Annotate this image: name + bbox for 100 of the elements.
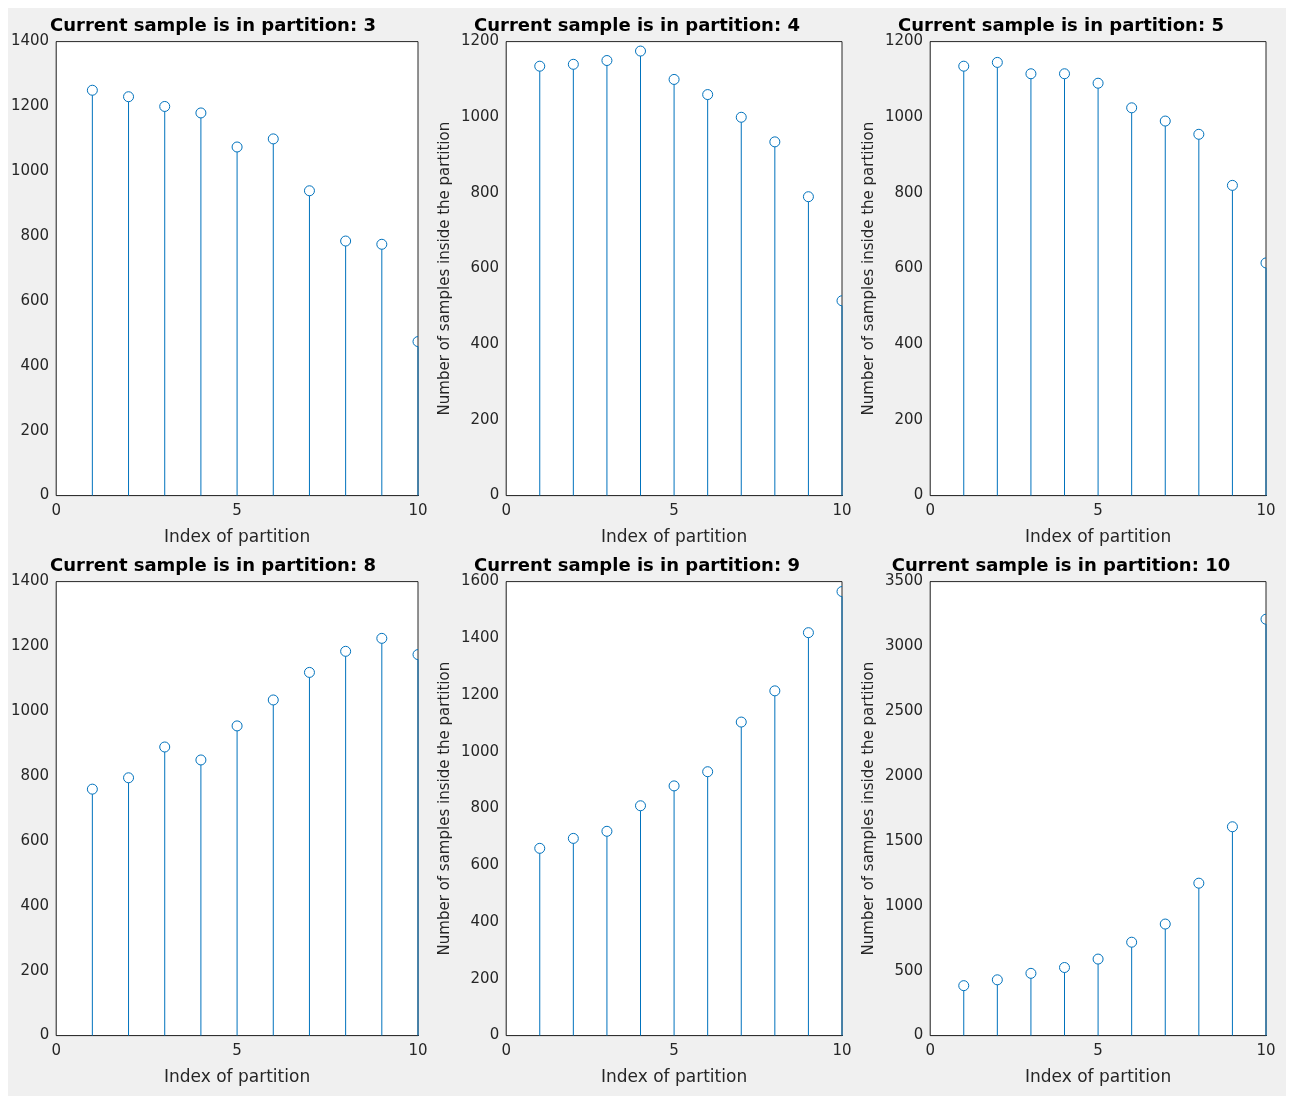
y-tick-label: 800 (470, 182, 500, 201)
y-tick-label: 600 (20, 830, 50, 849)
point (991, 974, 1003, 986)
point (1059, 962, 1070, 973)
point (567, 832, 579, 844)
point (267, 694, 279, 706)
x-tick-label: 10 (408, 1041, 428, 1060)
y-tick-label: 1000 (10, 161, 50, 180)
x-tick-label: 10 (832, 501, 852, 520)
point (86, 783, 98, 795)
y-tick-label: 1200 (10, 96, 50, 115)
y-tick-label: 400 (470, 911, 500, 930)
point (1193, 128, 1205, 140)
point (769, 136, 781, 148)
point (340, 645, 352, 657)
point (735, 716, 747, 728)
point (1226, 179, 1238, 191)
point (702, 89, 714, 101)
point (1226, 821, 1238, 833)
y-axis-title: Number of samples inside the partition (434, 121, 453, 416)
point (958, 60, 970, 72)
x-tick-label: 10 (1256, 501, 1276, 520)
x-tick-label: 5 (1093, 1041, 1103, 1060)
y-tick-label: 3000 (884, 636, 924, 655)
y-tick-label: 1400 (10, 31, 50, 50)
y-axis-title: Number of samples inside the partition (434, 661, 453, 956)
point (601, 825, 613, 837)
y-tick-label: 0 (489, 485, 500, 504)
y-tick-label: 200 (470, 409, 500, 428)
y-tick-label: 0 (489, 1025, 500, 1044)
x-axis-title: Index of partition (164, 526, 311, 547)
point (635, 45, 646, 57)
y-tick-label: 1400 (460, 628, 500, 647)
point (159, 741, 171, 753)
y-tick-label: 800 (20, 226, 50, 245)
y-tick-label: 400 (894, 334, 924, 353)
y-tick-label: 0 (39, 485, 50, 504)
y-tick-label: 1000 (460, 107, 500, 126)
chart-title: Current sample is in partition: 3 (50, 14, 376, 36)
point (769, 685, 781, 697)
y-tick-label: 800 (894, 182, 924, 201)
y-tick-label: 600 (470, 855, 500, 874)
point (1092, 77, 1104, 89)
y-tick-label: 400 (20, 895, 50, 914)
y-tick-label: 2000 (884, 766, 924, 785)
point (991, 56, 1003, 68)
x-tick-label: 10 (408, 501, 428, 520)
point (601, 55, 613, 67)
y-tick-label: 200 (20, 960, 50, 979)
point (1126, 936, 1138, 948)
y-tick-label: 600 (894, 258, 924, 277)
y-tick-label: 800 (470, 798, 500, 817)
point (159, 100, 171, 112)
y-tick-label: 600 (20, 290, 50, 309)
y-tick-label: 1000 (10, 701, 50, 720)
y-tick-label: 1000 (460, 741, 500, 760)
x-tick-label: 10 (1256, 1041, 1276, 1060)
point (1059, 68, 1070, 80)
point (376, 238, 388, 250)
x-tick-label: 5 (669, 1041, 679, 1060)
point (267, 133, 279, 145)
point (1193, 877, 1205, 889)
y-tick-label: 1000 (884, 107, 924, 126)
y-tick-label: 800 (20, 766, 50, 785)
point (340, 235, 352, 247)
y-tick-label: 200 (894, 409, 924, 428)
point (123, 91, 135, 103)
y-tick-label: 200 (470, 968, 500, 987)
point (195, 107, 207, 119)
chart-title: Current sample is in partition: 8 (50, 554, 376, 576)
point (668, 73, 680, 85)
point (303, 185, 315, 197)
x-tick-label: 5 (669, 501, 679, 520)
y-tick-label: 0 (39, 1025, 50, 1044)
point (1092, 953, 1104, 965)
y-tick-label: 0 (913, 485, 924, 504)
point (802, 627, 814, 639)
point (958, 980, 970, 992)
y-tick-label: 1400 (10, 571, 50, 590)
x-tick-label: 10 (832, 1041, 852, 1060)
point (802, 191, 814, 203)
y-axis-title: Number of samples inside the partition (858, 121, 877, 416)
point (668, 780, 680, 792)
y-tick-label: 2500 (884, 701, 924, 720)
x-axis-title: Index of partition (164, 1066, 311, 1087)
point (1159, 918, 1171, 930)
y-tick-label: 500 (894, 960, 924, 979)
point (86, 84, 98, 96)
y-tick-label: 400 (470, 334, 500, 353)
y-tick-label: 0 (913, 1025, 924, 1044)
point (303, 666, 315, 678)
point (123, 772, 135, 784)
y-tick-label: 200 (20, 420, 50, 439)
x-axis-title: Index of partition (601, 526, 748, 547)
point (1126, 102, 1138, 114)
y-tick-label: 1500 (884, 830, 924, 849)
y-tick-label: 1000 (884, 895, 924, 914)
point (231, 141, 243, 153)
x-axis-title: Index of partition (1025, 1066, 1172, 1087)
y-tick-label: 600 (470, 258, 500, 277)
